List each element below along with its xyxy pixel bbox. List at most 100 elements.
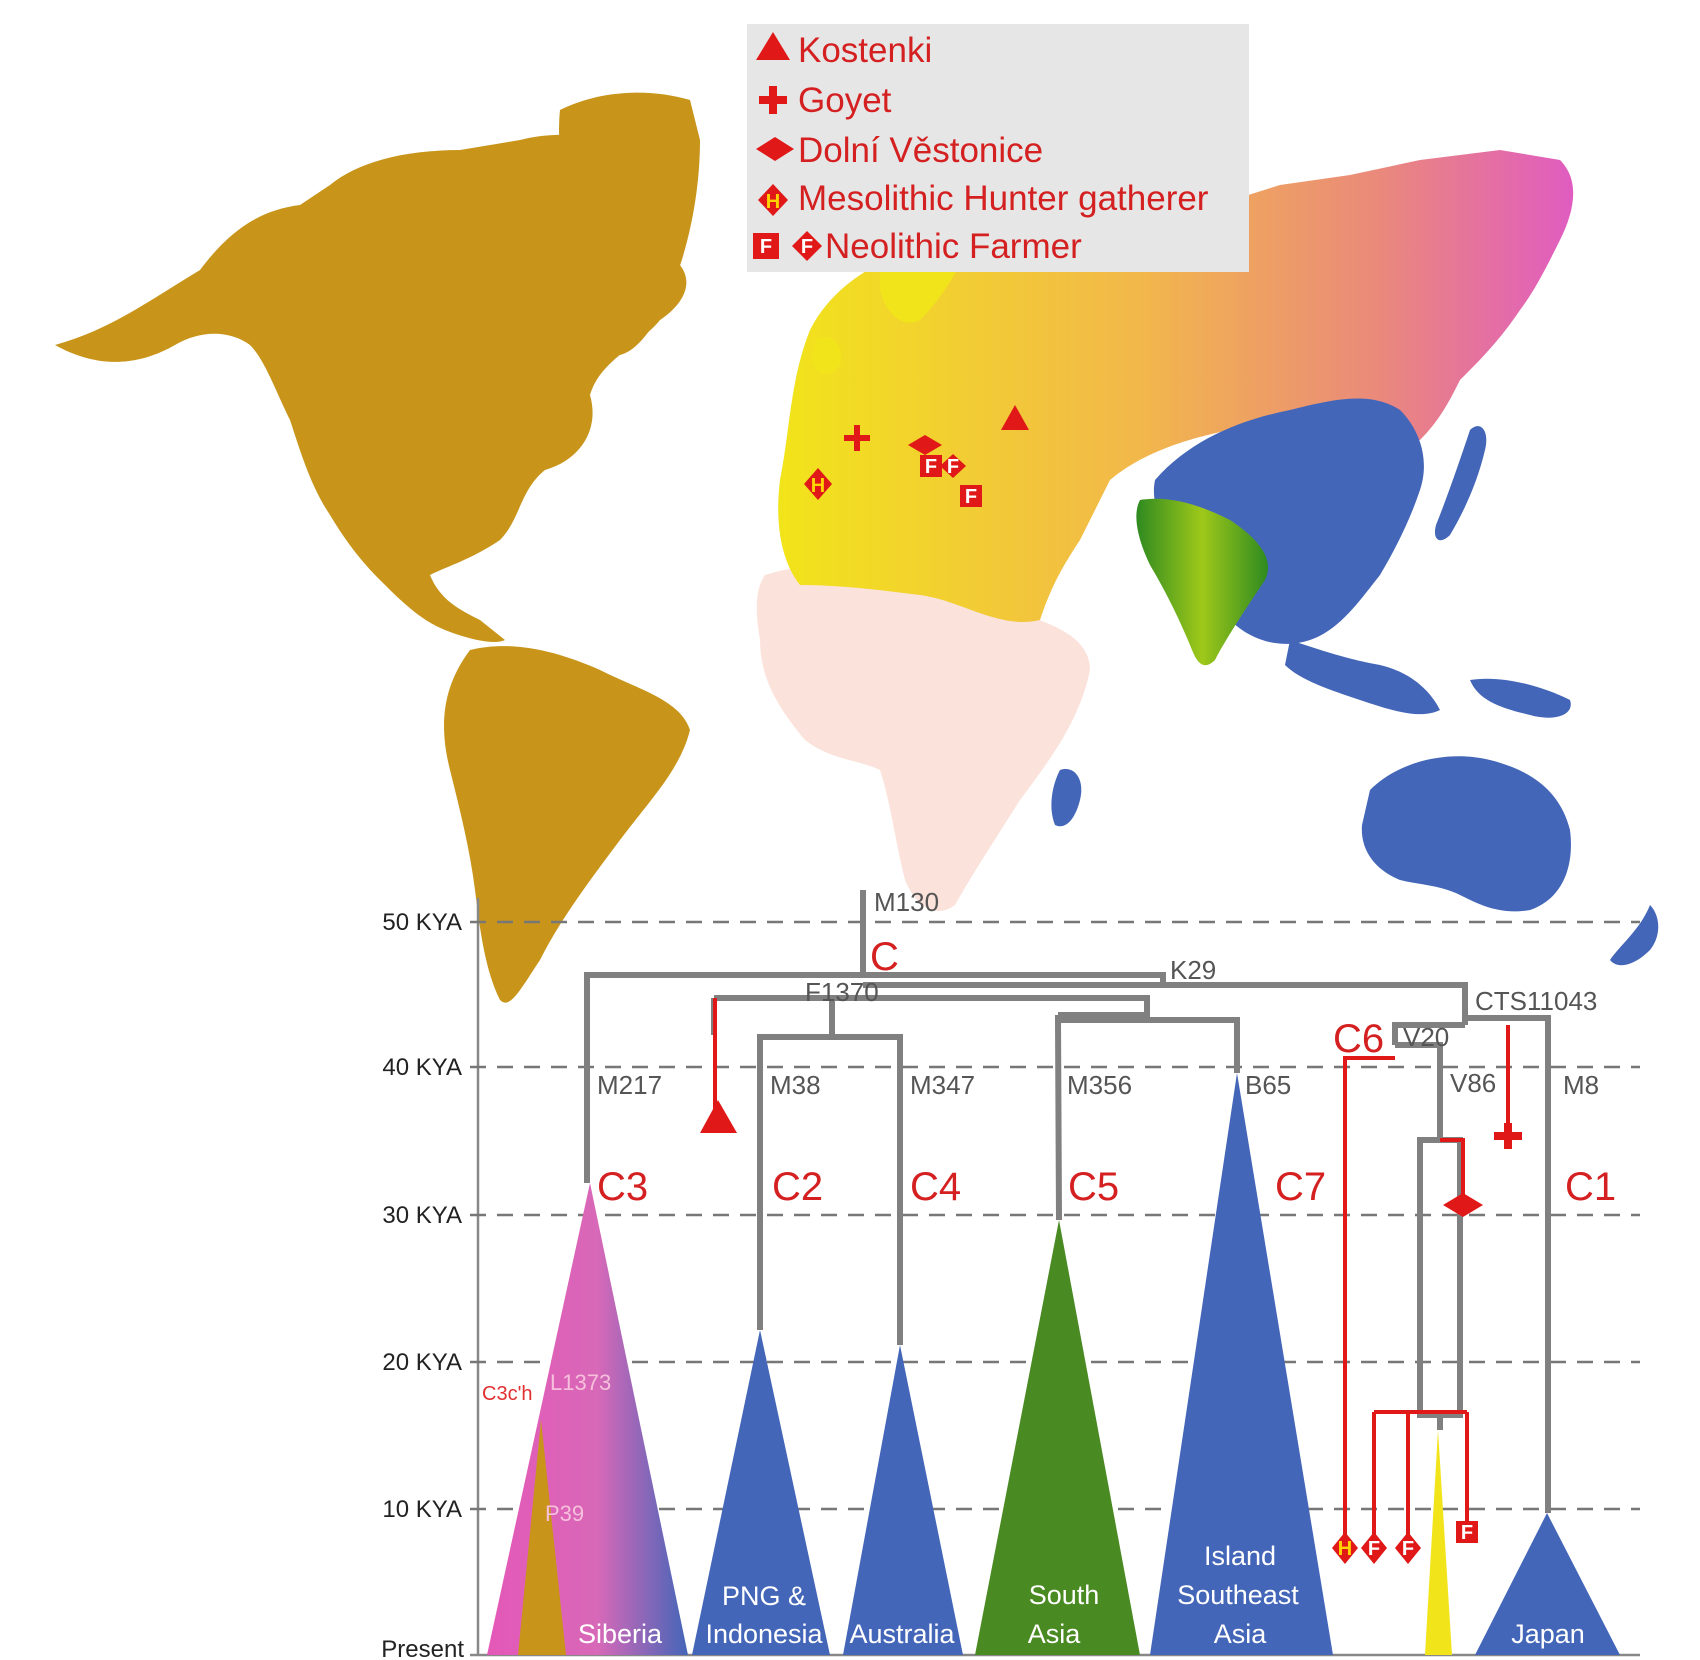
kostenki-legend-icon	[756, 32, 790, 60]
marker-c3ch: C3c'h	[482, 1383, 533, 1405]
c5-south-asia-triangle	[975, 1220, 1140, 1655]
svg-text:H: H	[1338, 1538, 1352, 1560]
axis-label-50kya: 50 KYA	[382, 909, 462, 936]
neolithic-map-icon-2	[940, 454, 966, 478]
legend-dolni: Dolní Věstonice	[798, 131, 1043, 170]
axis-label-10kya: 10 KYA	[382, 1496, 462, 1523]
c6-neolithic-tip-icon-1	[1361, 1532, 1387, 1564]
clade-c4: C4	[910, 1165, 961, 1209]
c6-neolithic-tip-icon-2	[1395, 1532, 1421, 1564]
marker-m8: M8	[1563, 1070, 1599, 1100]
region-isea-line2: Southeast	[1177, 1580, 1299, 1610]
legend: Kostenki Goyet Dolní Věstonice H Mesolit…	[747, 24, 1249, 272]
marker-f1370: F1370	[805, 977, 879, 1007]
c3ch-subclade-triangle	[518, 1420, 566, 1655]
kostenki-tree-icon	[700, 1100, 737, 1133]
svg-text:H: H	[766, 191, 780, 213]
region-japan: Japan	[1511, 1619, 1585, 1649]
mesolithic-legend-icon	[758, 184, 788, 216]
c2-png-triangle	[692, 1330, 830, 1655]
new-guinea-landmass	[1470, 678, 1571, 718]
se-asia-islands	[1285, 640, 1440, 715]
c7-isea-triangle	[1150, 1073, 1333, 1655]
clade-c6: C6	[1333, 1017, 1384, 1061]
clade-c5: C5	[1068, 1165, 1119, 1209]
svg-text:F: F	[1461, 1522, 1473, 1544]
legend-neolithic: Neolithic Farmer	[825, 227, 1082, 266]
marker-m356: M356	[1067, 1070, 1132, 1100]
clade-triangles	[487, 1073, 1620, 1655]
legend-kostenki: Kostenki	[798, 31, 932, 70]
clade-c3: C3	[597, 1165, 648, 1209]
neolithic-legend-diamond-icon	[792, 231, 822, 261]
goyet-map-icon	[844, 425, 870, 451]
marker-p39: P39	[545, 1501, 584, 1526]
clade-c2: C2	[772, 1165, 823, 1209]
svg-text:F: F	[760, 236, 772, 258]
region-labels: Siberia PNG & Indonesia Australia South …	[578, 1541, 1585, 1649]
australia-landmass	[1361, 756, 1571, 912]
c1-japan-triangle	[1475, 1513, 1620, 1655]
goyet-legend-icon	[759, 86, 787, 114]
greenland-landmass	[559, 92, 700, 355]
axis-label-20kya: 20 KYA	[382, 1349, 462, 1376]
legend-goyet: Goyet	[798, 81, 892, 120]
clade-c1: C1	[1565, 1165, 1616, 1209]
svg-text:F: F	[965, 486, 977, 508]
mesolithic-map-icon	[804, 468, 832, 500]
goyet-tree-icon	[1494, 1123, 1522, 1149]
clade-labels: C C3 C2 C4 C5 C7 C6 C1	[597, 935, 1616, 1209]
svg-text:F: F	[1368, 1538, 1380, 1560]
region-south-asia-line2: Asia	[1028, 1619, 1082, 1649]
new-zealand-landmass	[1610, 905, 1659, 966]
svg-text:F: F	[947, 456, 959, 478]
region-png-line1: PNG &	[722, 1581, 806, 1611]
japan-landmass	[1434, 426, 1487, 541]
c6-mesolithic-tip-icon	[1332, 1532, 1358, 1564]
kostenki-map-icon	[1001, 405, 1029, 430]
marker-m38: M38	[770, 1070, 821, 1100]
clade-c: C	[870, 935, 899, 979]
dolni-legend-icon	[756, 137, 794, 161]
south-asia-landmass	[1136, 498, 1269, 666]
svg-text:F: F	[801, 236, 813, 258]
marker-l1373: L1373	[550, 1370, 611, 1395]
marker-v86: V86	[1450, 1068, 1496, 1098]
svg-text:H: H	[811, 475, 825, 497]
marker-b65: B65	[1245, 1070, 1291, 1100]
svg-text:F: F	[1402, 1538, 1414, 1560]
svg-text:F: F	[925, 456, 937, 478]
south-america-landmass	[444, 646, 690, 1003]
region-siberia: Siberia	[578, 1619, 663, 1649]
marker-m347: M347	[910, 1070, 975, 1100]
neolithic-legend-square-icon	[753, 233, 779, 259]
neolithic-map-icon-1	[920, 455, 942, 477]
marker-cts11043: CTS11043	[1475, 986, 1597, 1016]
dolni-tree-icon	[1443, 1193, 1483, 1217]
region-isea-line3: Asia	[1214, 1619, 1268, 1649]
axis-label-30kya: 30 KYA	[382, 1202, 462, 1229]
marker-m130: M130	[874, 887, 939, 917]
c3-siberia-triangle	[487, 1183, 688, 1655]
marker-k29: K29	[1170, 955, 1216, 985]
ancient-sample-lines: H F F F	[700, 998, 1522, 1564]
madagascar-landmass	[1051, 769, 1082, 827]
axis-label-present: Present	[381, 1636, 464, 1660]
clade-c7: C7	[1275, 1165, 1326, 1209]
region-png-line2: Indonesia	[705, 1619, 823, 1649]
region-australia: Australia	[849, 1619, 955, 1649]
dolni-map-icon	[908, 435, 942, 455]
region-isea-line1: Island	[1204, 1541, 1276, 1571]
c6-yellow-triangle	[1425, 1430, 1452, 1655]
axis-label-40kya: 40 KYA	[382, 1054, 462, 1081]
marker-m217: M217	[597, 1070, 662, 1100]
c4-australia-triangle	[843, 1345, 963, 1655]
neolithic-map-icon-3	[960, 485, 982, 507]
british-isles-landmass	[812, 336, 841, 375]
north-america-landmass	[55, 134, 694, 642]
region-south-asia-line1: South	[1029, 1580, 1100, 1610]
marker-v20: V20	[1403, 1022, 1449, 1052]
map-symbols: H F F F	[804, 405, 1029, 508]
c6-neolithic-tip-icon-3	[1456, 1521, 1478, 1543]
